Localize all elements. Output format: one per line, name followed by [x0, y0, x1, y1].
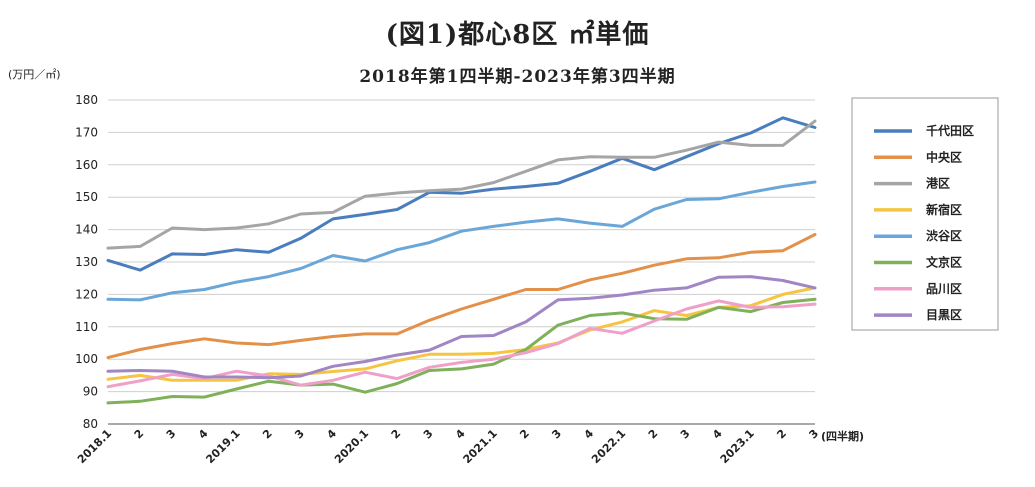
- chart-subtitle: 2018年第1四半期-2023年第3四半期: [359, 67, 676, 87]
- x-tick-label: 2: [517, 427, 532, 442]
- legend-label: 目黒区: [926, 308, 962, 322]
- series-line-6: [106, 299, 817, 389]
- y-tick-label: 150: [75, 190, 98, 204]
- series-line-5: [106, 297, 817, 405]
- x-tick-label: 2: [774, 427, 789, 442]
- x-tick-label: 4: [453, 427, 468, 442]
- x-axis-label: (四半期): [821, 429, 864, 443]
- legend-label: 渋谷区: [926, 228, 962, 243]
- x-tick-label: 2: [389, 427, 404, 442]
- y-tick-label: 120: [75, 287, 98, 301]
- legend-label: 品川区: [926, 282, 962, 296]
- x-tick-label: 3: [678, 427, 693, 442]
- y-tick-label: 110: [75, 320, 98, 334]
- y-tick-label: 180: [75, 93, 98, 107]
- legend-label: 港区: [926, 176, 950, 191]
- x-tick-label: 4: [710, 427, 725, 442]
- x-tick-label: 4: [582, 427, 597, 442]
- y-tick-label: 130: [75, 255, 98, 269]
- series-lines: [106, 116, 817, 405]
- y-tick-label: 90: [83, 385, 98, 399]
- x-tick-label: 2020.1: [332, 427, 371, 466]
- x-tick-label: 2019.1: [203, 427, 242, 466]
- x-tick-label: 3: [807, 427, 822, 442]
- chart-title: (図1)都心8区 ㎡単価: [385, 20, 650, 50]
- y-tick-label: 160: [75, 158, 98, 172]
- x-tick-label: 4: [324, 427, 339, 442]
- x-tick-label: 2022.1: [589, 427, 628, 466]
- legend-label: 文京区: [926, 255, 962, 270]
- y-axis-label: (万円／㎡): [8, 68, 61, 81]
- x-tick-label: 2: [646, 427, 661, 442]
- series-line-0: [106, 116, 817, 272]
- grid-lines: [108, 99, 815, 425]
- series-line-2: [106, 119, 817, 250]
- series-line-3: [106, 286, 817, 382]
- y-tick-label: 80: [83, 417, 98, 431]
- x-tick-label: 3: [421, 427, 436, 442]
- x-tick-label: 4: [196, 427, 211, 442]
- legend-label: 千代田区: [926, 123, 974, 138]
- x-tick-label: 3: [164, 427, 179, 442]
- y-tick-labels: 80 90 100 110 120 130 140 150 160 170 180: [75, 93, 98, 431]
- x-tick-label: 2023.1: [718, 427, 757, 466]
- y-tick-label: 170: [75, 125, 98, 139]
- x-tick-label: 3: [549, 427, 564, 442]
- x-tick-label: 2: [132, 427, 147, 442]
- x-tick-label: 3: [292, 427, 307, 442]
- x-tick-label: 2021.1: [461, 427, 500, 466]
- legend-label: 中央区: [926, 149, 962, 164]
- y-tick-label: 100: [75, 352, 98, 366]
- y-tick-label: 140: [75, 223, 98, 237]
- legend-box: [851, 97, 999, 331]
- series-line-4: [106, 180, 817, 302]
- x-tick-label: 2: [260, 427, 275, 442]
- x-tick-label: 2018.1: [75, 427, 114, 466]
- legend-label: 新宿区: [926, 202, 962, 217]
- series-line-1: [106, 233, 817, 360]
- series-line-7: [106, 275, 817, 380]
